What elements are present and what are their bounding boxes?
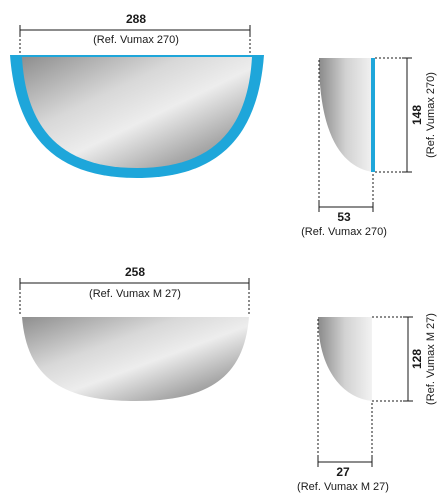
height-ref-2: (Ref. Vumax M 27) [425, 313, 437, 405]
width-value-2: 258 [125, 265, 145, 279]
mirror-1-side-profile [319, 58, 373, 172]
depth-dimension-line-1 [318, 60, 374, 212]
depth-value-2: 27 [336, 465, 350, 479]
width-dimension-line-1 [19, 25, 251, 55]
product-2-front-view: 258 (Ref. Vumax M 27) [19, 265, 250, 401]
product-2-side-view: 128 (Ref. Vumax M 27) 27 (Ref. Vumax M 2… [297, 313, 437, 493]
product-1-front-view: 288 (Ref. Vumax 270) [10, 12, 264, 178]
depth-ref-1: (Ref. Vumax 270) [301, 226, 387, 238]
mirror-2-front-dome [22, 317, 249, 401]
height-dimension-line-1 [375, 57, 412, 173]
width-dimension-line-2 [19, 278, 250, 316]
height-value-1: 148 [410, 105, 424, 125]
height-ref-1: (Ref. Vumax 270) [425, 72, 437, 158]
mirror-1-front-dome [22, 57, 252, 168]
depth-dimension-line-2 [317, 319, 373, 467]
depth-value-1: 53 [337, 210, 351, 224]
width-value-1: 288 [126, 12, 146, 26]
width-ref-2: (Ref. Vumax M 27) [89, 288, 181, 300]
height-dimension-line-2 [372, 316, 413, 402]
mirror-2-side-profile [318, 317, 372, 401]
width-ref-1: (Ref. Vumax 270) [93, 34, 179, 46]
mirror-1-side-blue-edge [371, 58, 375, 172]
product-1-side-view: 148 (Ref. Vumax 270) 53 (Ref. Vumax 270) [301, 57, 437, 238]
depth-ref-2: (Ref. Vumax M 27) [297, 481, 389, 493]
height-value-2: 128 [410, 349, 424, 369]
